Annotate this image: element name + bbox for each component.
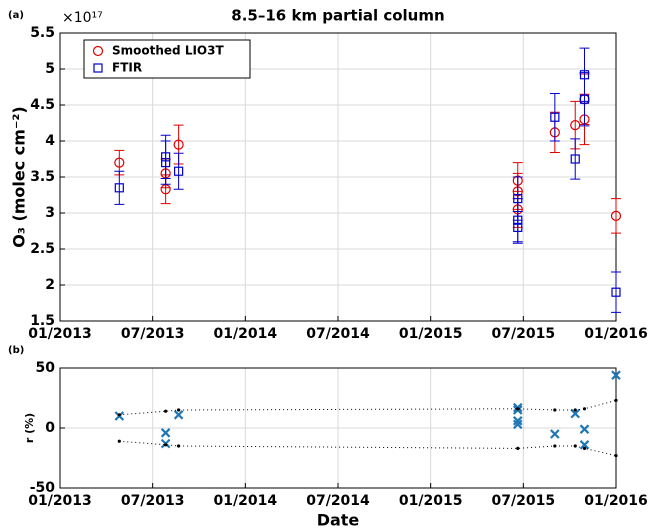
- x-tick-label: 01/2016: [584, 493, 648, 509]
- x-tick-label: 07/2013: [121, 493, 185, 509]
- envelope-point: [164, 443, 168, 447]
- x-tick-label: 01/2015: [399, 493, 463, 509]
- envelope-point: [117, 439, 121, 443]
- envelope-point: [582, 407, 587, 411]
- y-tick-label: 4: [45, 133, 55, 149]
- point: [173, 139, 184, 150]
- envelope-point: [614, 454, 618, 458]
- y-tick-label: 2: [45, 277, 55, 293]
- legend-label: Smoothed LIO3T: [112, 44, 224, 58]
- y-tick-label: 5.5: [30, 25, 55, 41]
- error-bar: [579, 72, 590, 127]
- x-tick-label: 07/2014: [306, 326, 370, 342]
- envelope-point: [553, 444, 557, 448]
- x-tick-label: 01/2013: [28, 326, 92, 342]
- envelope-point: [516, 446, 520, 450]
- error-bar: [611, 198, 621, 234]
- error-bar: [549, 92, 560, 142]
- point: [92, 45, 104, 57]
- x-tick-label: 07/2014: [306, 493, 370, 509]
- envelope-point: [177, 444, 181, 448]
- error-bar: [173, 152, 184, 190]
- y-axis-label: O₃ (molec cm⁻²): [10, 106, 29, 247]
- point: [174, 166, 184, 176]
- y-tick-label: 3: [45, 205, 55, 221]
- error-bar: [160, 140, 171, 185]
- point: [114, 183, 124, 193]
- envelope-point: [573, 408, 577, 412]
- envelope-point: [516, 407, 520, 411]
- point: [550, 429, 560, 439]
- envelope-point: [117, 413, 121, 417]
- point: [570, 120, 581, 131]
- panel-label: (a): [8, 10, 24, 21]
- error-bar: [611, 271, 621, 313]
- envelope-point: [614, 398, 618, 402]
- x-tick-label: 01/2014: [214, 326, 278, 342]
- envelope-point: [553, 408, 557, 412]
- point: [570, 154, 580, 164]
- x-tick-label: 01/2013: [28, 493, 92, 509]
- y-axis-label: r (%): [23, 413, 36, 443]
- point: [160, 184, 171, 195]
- y-tick-label: 2.5: [30, 241, 55, 257]
- legend-box: [83, 39, 251, 79]
- y-tick-label: -50: [30, 480, 56, 496]
- error-bar: [512, 211, 523, 244]
- point: [512, 419, 523, 430]
- x-tick-label: 07/2013: [121, 326, 185, 342]
- plot-frame: [59, 32, 617, 322]
- point: [611, 370, 621, 380]
- point: [611, 287, 621, 297]
- y-tick-label: 3.5: [30, 169, 55, 185]
- point: [161, 158, 171, 168]
- point: [570, 408, 581, 419]
- point: [513, 222, 523, 232]
- y-tick-label: 1.5: [30, 313, 55, 329]
- y-tick-label: 5: [45, 61, 55, 77]
- point: [579, 94, 590, 104]
- point: [93, 63, 103, 73]
- point: [550, 112, 560, 122]
- error-bar: [114, 170, 125, 205]
- envelope-point: [177, 408, 181, 412]
- error-bar: [570, 138, 581, 180]
- chart-title: 8.5–16 km partial column: [231, 7, 444, 25]
- point: [114, 157, 125, 168]
- x-tick-label: 01/2016: [584, 326, 648, 342]
- x-tick-label: 07/2015: [492, 326, 556, 342]
- point: [579, 440, 590, 450]
- point: [610, 210, 622, 221]
- envelope-point: [573, 444, 577, 448]
- legend-label: FTIR: [112, 61, 142, 75]
- x-tick-label: 01/2015: [399, 326, 463, 342]
- envelope-line: [119, 399, 617, 416]
- x-tick-label: 01/2014: [214, 493, 278, 509]
- point: [512, 416, 523, 426]
- y-tick-label: 0: [45, 420, 55, 436]
- panel-label: (b): [8, 345, 24, 356]
- plot-frame: [59, 367, 617, 489]
- envelope-point: [582, 446, 587, 450]
- x-tick-label: 07/2015: [492, 493, 556, 509]
- y-tick-label: 50: [36, 360, 56, 376]
- y-scale-label: ×10¹⁷: [62, 10, 103, 26]
- envelope-point: [164, 409, 168, 413]
- point: [160, 428, 171, 438]
- point: [173, 410, 184, 420]
- x-axis-label: Date: [317, 511, 360, 530]
- envelope-line: [119, 440, 617, 457]
- point: [579, 424, 590, 434]
- y-tick-label: 4.5: [30, 97, 55, 113]
